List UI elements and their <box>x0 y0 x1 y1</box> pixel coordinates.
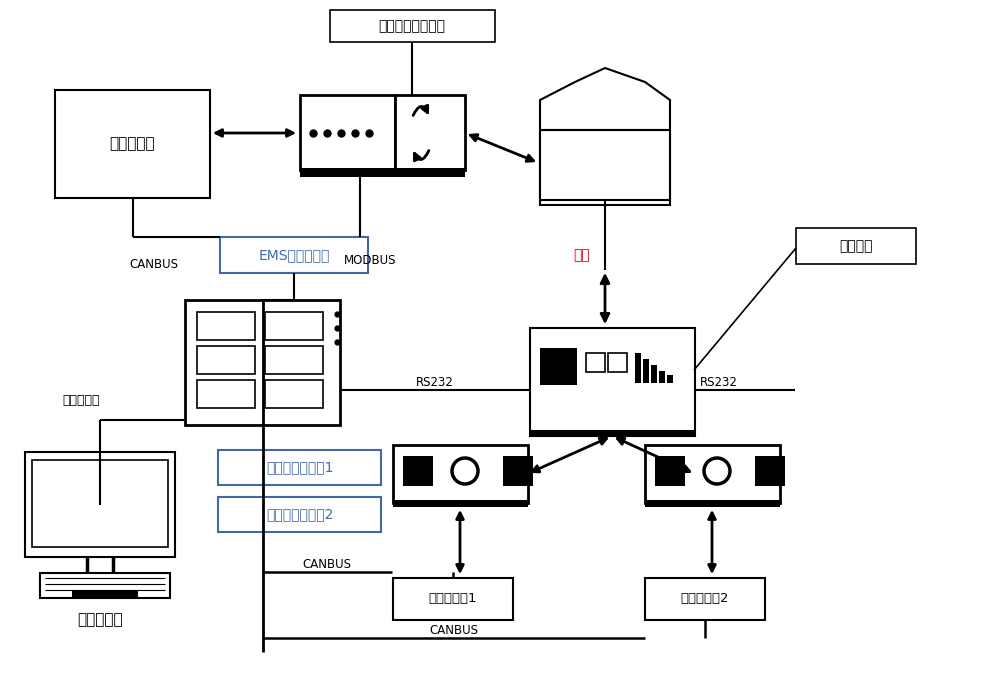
Bar <box>185 300 340 425</box>
Bar <box>32 460 168 547</box>
Text: 储能电池组2: 储能电池组2 <box>681 593 729 605</box>
Text: 双向储能逆变器1: 双向储能逆变器1 <box>266 460 334 474</box>
Bar <box>608 353 627 372</box>
Text: 以太网连接: 以太网连接 <box>62 394 100 407</box>
Text: CANBUS: CANBUS <box>302 558 352 570</box>
Bar <box>635 353 641 383</box>
Bar <box>72 591 138 599</box>
Bar <box>300 95 395 170</box>
Bar <box>197 346 255 374</box>
Text: 光伏逆变并网设备: 光伏逆变并网设备 <box>378 19 446 33</box>
Bar <box>218 497 381 532</box>
Bar <box>645 445 780 503</box>
Bar <box>330 10 495 42</box>
Text: MODBUS: MODBUS <box>344 254 396 266</box>
Bar <box>300 168 465 177</box>
Bar <box>586 353 605 372</box>
Bar <box>265 346 323 374</box>
Bar <box>25 452 175 557</box>
Bar <box>643 359 649 383</box>
Bar <box>540 130 670 205</box>
Polygon shape <box>540 68 670 200</box>
Bar <box>645 500 780 507</box>
Text: RS232: RS232 <box>700 375 738 389</box>
Text: 上位机系统: 上位机系统 <box>77 612 123 628</box>
Bar <box>503 456 533 486</box>
Bar <box>530 328 695 436</box>
Bar <box>265 312 323 340</box>
Circle shape <box>452 458 478 484</box>
Bar <box>55 90 210 198</box>
Bar <box>403 456 433 486</box>
Text: 储能电池组1: 储能电池组1 <box>429 593 477 605</box>
Bar <box>667 375 673 383</box>
Text: 双向储能逆变器2: 双向储能逆变器2 <box>266 507 334 521</box>
Text: 并网设备: 并网设备 <box>839 239 873 253</box>
Bar <box>218 450 381 485</box>
Text: CANBUS: CANBUS <box>430 624 479 637</box>
Bar <box>40 573 170 598</box>
Text: 电网: 电网 <box>573 248 590 262</box>
Bar <box>220 237 368 273</box>
Bar <box>197 312 255 340</box>
Bar <box>796 228 916 264</box>
Bar <box>659 371 665 383</box>
Bar <box>197 380 255 408</box>
Bar <box>540 348 577 385</box>
Bar <box>393 445 528 503</box>
Text: EMS（下位机）: EMS（下位机） <box>258 248 330 262</box>
Bar <box>755 456 785 486</box>
Bar <box>393 500 528 507</box>
Text: CANBUS: CANBUS <box>130 259 178 271</box>
Text: RS232: RS232 <box>416 375 454 389</box>
Bar <box>645 578 765 620</box>
Bar <box>651 365 657 383</box>
Bar <box>265 380 323 408</box>
Bar <box>395 95 465 170</box>
Bar <box>655 456 685 486</box>
Bar <box>530 430 695 436</box>
Text: 光伏电池组: 光伏电池组 <box>109 136 155 152</box>
Bar <box>393 578 513 620</box>
Circle shape <box>704 458 730 484</box>
